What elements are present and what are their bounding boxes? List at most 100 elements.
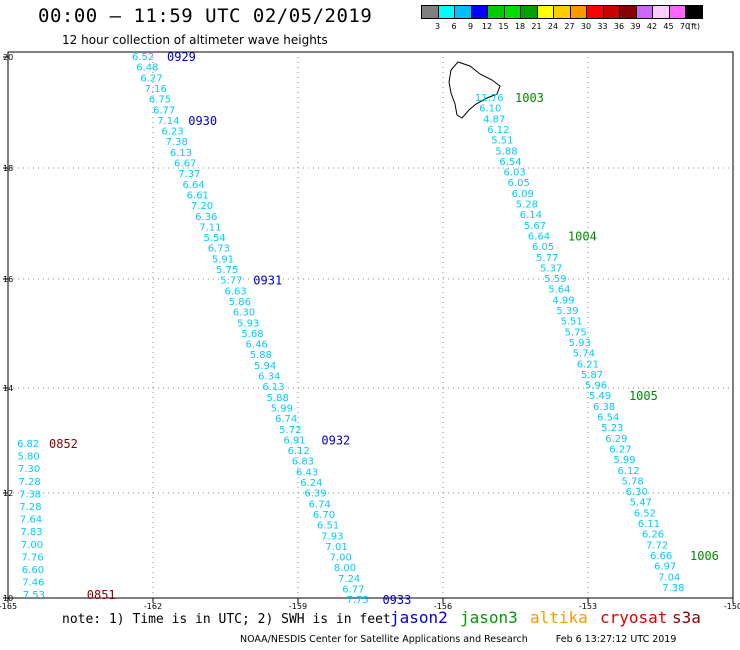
swh-value-jason3: 5.87 (581, 370, 603, 381)
swh-value-jason2: 5.54 (203, 233, 225, 244)
swh-value-jason2: 7.38 (166, 137, 188, 148)
swh-value-jason2: 6.74 (309, 499, 331, 510)
swh-value-cryosat: 5.80 (17, 452, 39, 463)
lat-tick-label: 18 (3, 164, 13, 173)
time-label-jason3: 1006 (690, 549, 719, 563)
time-label-jason3: 1005 (629, 389, 658, 403)
swh-value-jason3: 5.64 (548, 285, 570, 296)
scale-label: 12 (481, 22, 493, 31)
swh-value-jason2: 6.13 (262, 382, 284, 393)
swh-value-jason2: 7.16 (145, 84, 167, 95)
swh-value-jason3: 6.12 (487, 125, 509, 136)
scale-label: 3 (434, 22, 441, 31)
swh-value-jason3: 5.51 (560, 317, 582, 328)
swh-value-jason2: 6.91 (283, 435, 305, 446)
swh-value-jason2: 5.75 (216, 265, 238, 276)
swh-value-jason3: 5.75 (565, 327, 587, 338)
scale-label: (ft) (687, 22, 701, 31)
swh-value-jason3: 5.49 (589, 391, 611, 402)
scale-label: 15 (498, 22, 509, 31)
lat-tick-label: 14 (3, 384, 13, 393)
time-label-jason2: 0929 (167, 50, 196, 64)
swh-value-jason3: 6.97 (654, 562, 676, 573)
swh-value-cryosat: 7.30 (18, 464, 40, 475)
swh-value-jason2: 7.37 (178, 169, 200, 180)
credit-text: NOAA/NESDIS Center for Satellite Applica… (240, 634, 528, 645)
time-label-jason2: 0931 (253, 274, 282, 288)
swh-value-jason3: 6.14 (520, 210, 542, 221)
scale-label: 27 (564, 22, 575, 31)
scale-label: 45 (663, 22, 674, 31)
swh-value-jason2: 6.24 (300, 478, 322, 489)
lon-tick-label: -162 (144, 602, 162, 611)
swh-value-jason2: 7.75 (346, 595, 368, 606)
swh-value-cryosat: 7.28 (19, 502, 41, 513)
swh-value-jason2: 6.36 (195, 212, 217, 223)
swh-value-jason3: 6.66 (650, 551, 672, 562)
swh-value-jason2: 5.99 (271, 403, 293, 414)
swh-value-jason2: 6.77 (153, 105, 175, 116)
swh-value-jason2: 6.30 (233, 308, 255, 319)
lon-tick-label: -165 (0, 602, 17, 611)
swh-value-jason2: 6.27 (140, 73, 162, 84)
swh-value-jason3: 6.11 (638, 519, 660, 530)
swh-value-jason2: 5.88 (250, 350, 272, 361)
scale-swatch (685, 5, 703, 19)
color-scale (421, 5, 703, 21)
swh-value-jason3: 5.67 (524, 221, 546, 232)
swh-value-jason3: 5.74 (573, 349, 595, 360)
swh-value-cryosat: 7.38 (19, 489, 41, 500)
swh-value-jason2: 5.91 (212, 254, 234, 265)
swh-value-jason2: 6.83 (292, 457, 314, 468)
legend-jason2: jason2 (390, 608, 448, 627)
swh-value-jason2: 6.75 (149, 95, 171, 106)
color-scale-labels: 3 6 9 12 15 18 21 24 27 30 33 36 39 42 45 70 (ft) (421, 22, 737, 34)
time-label-cryosat: 0852 (49, 437, 78, 451)
lon-tick-label: -150 (724, 602, 740, 611)
swh-value-jason2: 6.12 (288, 446, 310, 457)
swh-value-jason3: 7.04 (658, 572, 680, 583)
scale-label: 24 (547, 22, 559, 31)
scale-label: 70 (679, 22, 691, 31)
scale-label: 18 (514, 22, 526, 31)
scale-label: 39 (630, 22, 641, 31)
lat-tick-label: 12 (3, 489, 13, 498)
swh-value-jason2: 6.74 (275, 414, 297, 425)
swh-value-jason3: 5.96 (585, 381, 607, 392)
swh-value-jason2: 7.24 (338, 574, 360, 585)
map-subtitle: 12 hour collection of altimeter wave hei… (62, 33, 328, 47)
lat-tick-label: 10 (3, 594, 13, 603)
swh-value-jason2: 7.20 (191, 201, 213, 212)
swh-value-jason3: 6.29 (605, 434, 627, 445)
swh-value-jason3: 5.88 (495, 146, 517, 157)
swh-value-jason3: 6.54 (597, 413, 619, 424)
swh-value-jason2: 5.77 (220, 276, 242, 287)
swh-value-jason3: 5.23 (601, 423, 623, 434)
swh-value-jason3: 5.93 (569, 338, 591, 349)
swh-value-cryosat: 6.60 (22, 565, 44, 576)
swh-value-cryosat: 7.64 (20, 515, 42, 526)
swh-value-jason3: 6.12 (617, 466, 639, 477)
swh-value-jason3: 6.52 (634, 508, 656, 519)
swh-value-jason3: 5.47 (630, 498, 652, 509)
scale-label: 21 (531, 22, 542, 31)
swh-value-jason2: 6.63 (225, 286, 247, 297)
scale-label: 42 (646, 22, 658, 31)
swh-value-jason3: 6.10 (479, 104, 501, 115)
swh-value-jason3: 6.05 (532, 242, 554, 253)
swh-value-jason2: 6.64 (182, 180, 204, 191)
footer-note: note: 1) Time is in UTC; 2) SWH is in fe… (62, 612, 391, 627)
map-frame (7, 51, 734, 599)
swh-value-jason2: 7.00 (330, 553, 352, 564)
time-label-jason3: 1003 (515, 91, 544, 105)
swh-value-jason2: 5.86 (229, 297, 251, 308)
swh-value-jason2: 5.72 (279, 425, 301, 436)
swh-value-jason3: 7.38 (662, 583, 684, 594)
swh-value-cryosat: 7.28 (18, 477, 40, 488)
scale-label: 6 (451, 22, 457, 31)
swh-value-jason2: 6.13 (170, 148, 192, 159)
swh-value-jason3: 6.64 (528, 231, 550, 242)
swh-value-jason3: 6.38 (593, 402, 615, 413)
lon-tick-label: -153 (579, 602, 597, 611)
credit-line: NOAA/NESDIS Center for Satellite Applica… (240, 634, 676, 645)
